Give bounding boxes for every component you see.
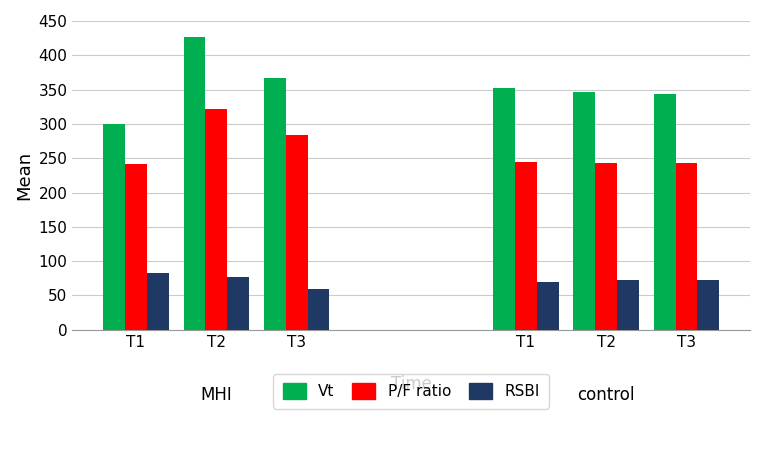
Bar <box>184 37 205 330</box>
Bar <box>617 280 639 330</box>
Legend: Vt, P/F ratio, RSBI: Vt, P/F ratio, RSBI <box>273 374 549 409</box>
Bar <box>574 92 595 330</box>
Text: control: control <box>578 386 635 404</box>
Bar <box>537 282 558 330</box>
Bar <box>227 277 249 330</box>
Bar <box>125 164 147 330</box>
Bar <box>286 135 308 330</box>
Bar <box>264 78 286 330</box>
Bar <box>698 280 719 330</box>
Bar <box>675 163 698 330</box>
Bar <box>147 274 169 330</box>
Bar <box>654 95 675 330</box>
X-axis label: Time: Time <box>391 375 431 392</box>
Bar <box>493 88 515 330</box>
Bar <box>515 162 537 330</box>
Y-axis label: Mean: Mean <box>15 151 33 200</box>
Bar <box>205 109 227 330</box>
Bar <box>103 124 125 330</box>
Bar <box>308 289 330 330</box>
Text: MHI: MHI <box>200 386 232 404</box>
Bar <box>595 163 617 330</box>
